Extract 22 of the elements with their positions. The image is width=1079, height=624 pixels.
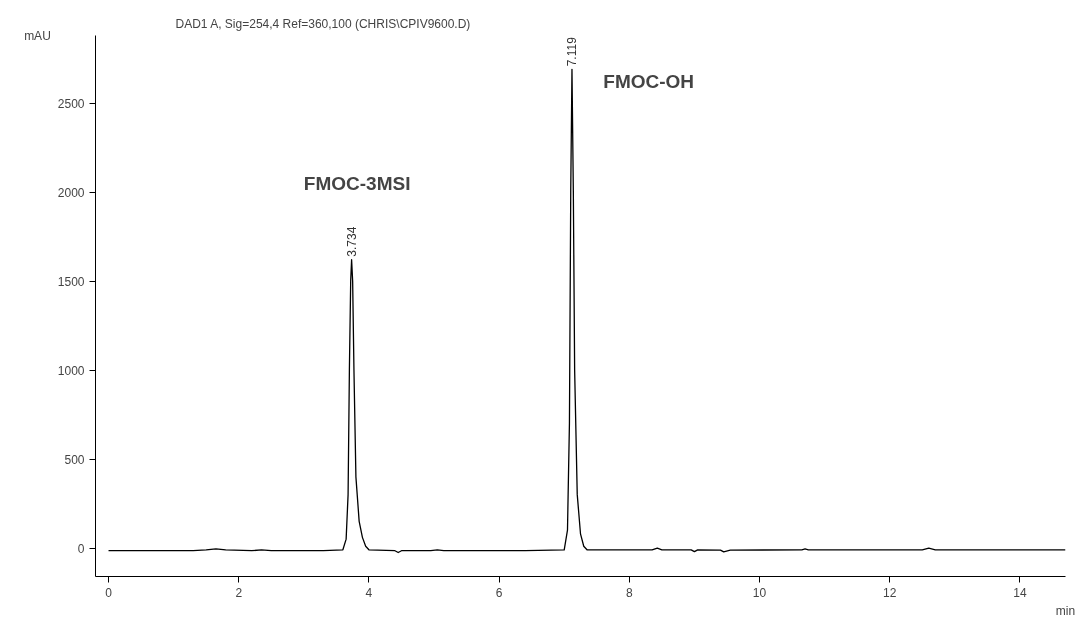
x-tick-label: 4 — [365, 585, 373, 600]
annotation: 3.734 — [345, 226, 360, 257]
annotation: 7.119 — [565, 36, 580, 67]
chart-title: DAD1 A, Sig=254,4 Ref=360,100 (CHRIS\CPIV9600.D) — [175, 16, 471, 31]
x-tick-label: 12 — [883, 585, 897, 600]
x-tick-label: 14 — [1013, 585, 1027, 600]
annotation: FMOC-OH — [603, 71, 695, 93]
annotation: FMOC-3MSI — [303, 172, 411, 194]
x-tick-label: 6 — [495, 585, 503, 600]
x-tick-label: 8 — [625, 585, 633, 600]
x-tick-label: 10 — [752, 585, 767, 600]
y-tick-label: 1500 — [57, 274, 85, 289]
y-axis-title: mAU — [24, 28, 51, 43]
x-tick-label: 2 — [235, 585, 243, 600]
y-tick-label: 0 — [77, 541, 85, 556]
y-tick-label: 2500 — [57, 96, 85, 111]
x-tick-label: 0 — [105, 585, 113, 600]
y-tick-label: 2000 — [57, 185, 85, 200]
x-axis-title: min — [1055, 603, 1076, 618]
y-tick-label: 500 — [64, 452, 85, 467]
y-tick-label: 1000 — [57, 363, 85, 378]
line-series — [107, 68, 1066, 554]
